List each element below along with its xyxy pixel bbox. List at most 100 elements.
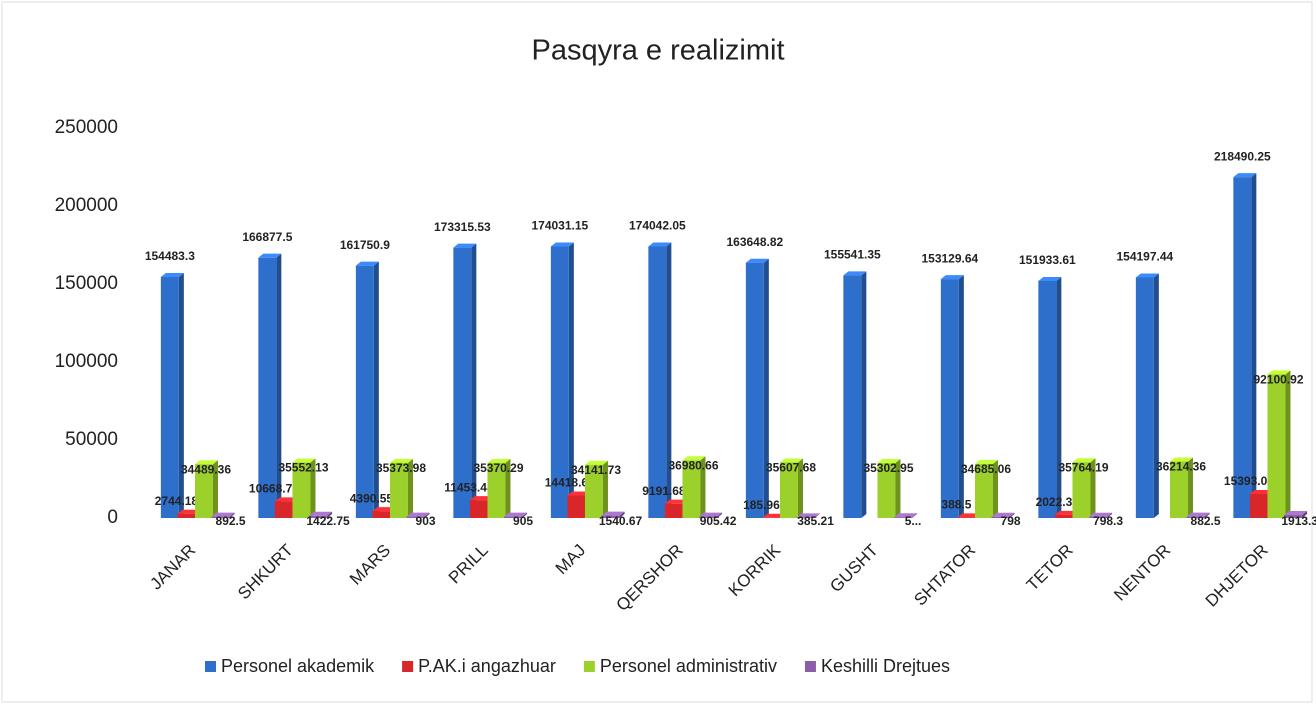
bar-top (1233, 173, 1257, 178)
data-label: 35764.19 (1058, 460, 1108, 474)
bar-top (974, 459, 998, 464)
bar-side (1251, 173, 1257, 518)
bar-top (309, 511, 333, 516)
bar-side (895, 458, 901, 518)
bar-side (861, 271, 867, 518)
bar-side (1285, 370, 1291, 518)
bar (1186, 516, 1205, 518)
bar-top (211, 512, 235, 517)
legend-label: Keshilli Drejtues (821, 656, 950, 676)
data-label: 36980.66 (668, 458, 718, 472)
bar (682, 460, 701, 518)
bar-top (664, 499, 688, 504)
bar-side (619, 511, 625, 518)
bar-top (453, 243, 477, 248)
bar-top (648, 242, 672, 247)
y-tick-label: 250000 (55, 117, 118, 138)
bar-top (406, 512, 430, 517)
y-tick-label: 0 (107, 507, 118, 528)
data-label: 34489.36 (181, 462, 231, 476)
bar (355, 265, 374, 518)
bar-side (229, 512, 235, 518)
bar-top (1169, 457, 1193, 462)
bar-top (274, 497, 298, 502)
bar-top (1135, 273, 1159, 278)
bar-top (487, 458, 511, 463)
bar (796, 517, 815, 518)
bar (1072, 462, 1091, 518)
bar (584, 464, 603, 518)
legend-label: Personel akademik (221, 656, 375, 676)
bar-side (763, 258, 769, 518)
bar-top (991, 512, 1015, 517)
bar (648, 246, 667, 519)
bar-side (327, 511, 333, 518)
bar (469, 500, 488, 518)
data-label: 35373.98 (376, 461, 426, 475)
bar-top (1284, 511, 1308, 516)
data-label: 903 (416, 514, 436, 528)
data-label: 35302.95 (863, 461, 913, 475)
bar-side (717, 512, 723, 518)
bar (211, 516, 230, 518)
bar-side (1204, 512, 1210, 518)
bar-side (178, 273, 184, 518)
bar-side (912, 513, 918, 518)
bar (1169, 461, 1188, 518)
bar (372, 511, 391, 518)
bar (274, 501, 293, 518)
bar-top (1072, 458, 1096, 463)
bar-top (567, 491, 591, 496)
data-label: 798.3 (1093, 514, 1123, 528)
data-label: 2744.18 (155, 494, 199, 508)
data-label: 14418.6 (545, 476, 589, 490)
bar (1054, 514, 1073, 518)
bar (389, 462, 408, 518)
data-label: 15393.09 (1224, 474, 1274, 488)
bar-side (602, 460, 608, 518)
data-label: 155541.35 (824, 248, 881, 262)
data-label: 892.5 (216, 514, 246, 528)
bar-side (814, 513, 820, 518)
bar-side (1153, 273, 1159, 518)
bar (974, 463, 993, 518)
bar-top (1054, 510, 1078, 515)
bar-top (584, 460, 608, 465)
bar-top (372, 507, 396, 512)
bar-top (601, 511, 625, 516)
bar-top (355, 261, 379, 266)
y-tick-label: 100000 (55, 351, 118, 372)
data-label: 4390.55 (350, 491, 394, 505)
bar-side (1187, 457, 1193, 518)
data-label: 166877.5 (242, 230, 292, 244)
bar-top (699, 512, 723, 517)
chart-title: Pasqyra e realizimit (531, 35, 784, 67)
bar-side (958, 275, 964, 518)
legend-swatch (804, 661, 816, 672)
data-label: 1422.75 (306, 514, 350, 528)
bar-top (469, 496, 493, 501)
bar-top (1249, 489, 1273, 494)
data-label: 882.5 (1191, 514, 1221, 528)
data-label: 5... (905, 514, 922, 528)
bar (1135, 277, 1154, 518)
bar (699, 516, 718, 518)
data-label: 35370.29 (473, 461, 523, 475)
bar-top (504, 512, 528, 517)
bar (567, 495, 586, 518)
data-label: 174042.05 (629, 219, 686, 233)
data-label: 153129.64 (921, 251, 978, 265)
bar-top (682, 456, 706, 461)
bar (877, 462, 896, 518)
y-tick-label: 200000 (55, 195, 118, 216)
bar-side (522, 512, 528, 518)
data-label: 185.96 (743, 498, 780, 512)
data-label: 11453.48 (444, 480, 494, 494)
bar-top (1267, 370, 1291, 375)
data-label: 218490.25 (1214, 149, 1271, 163)
bar-side (373, 261, 379, 518)
bar-top (745, 258, 769, 263)
bar-top (1089, 512, 1113, 517)
bar (894, 517, 913, 518)
